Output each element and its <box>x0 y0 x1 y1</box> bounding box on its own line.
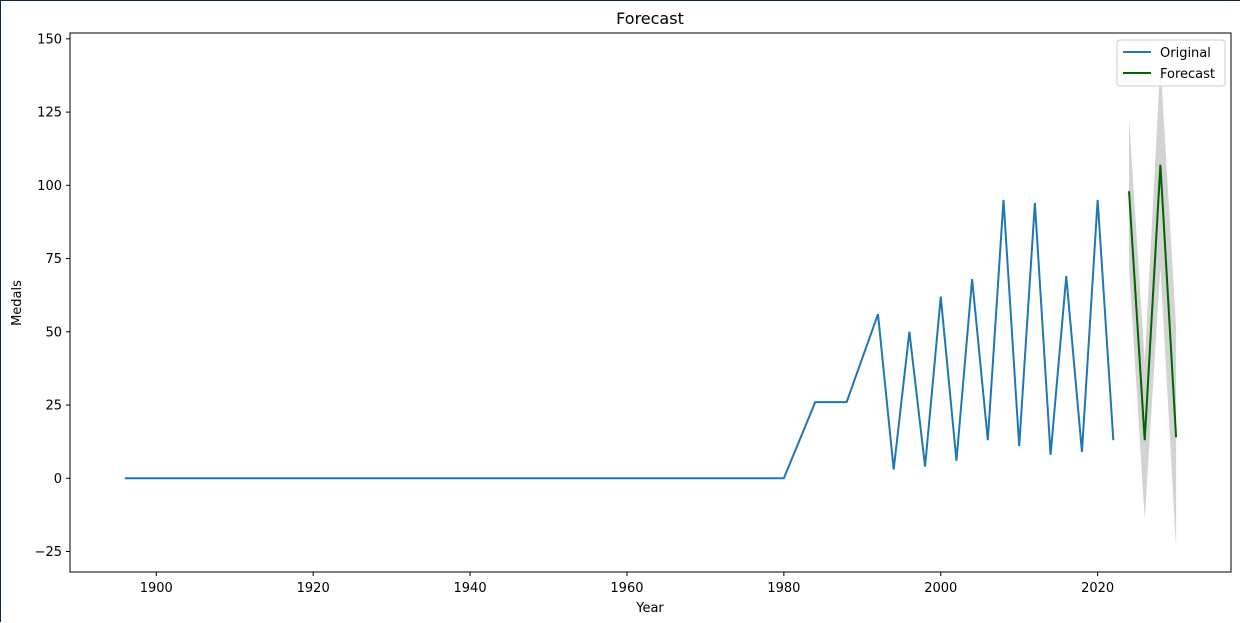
y-axis-label: Medals <box>10 280 25 326</box>
x-tick-label: 1980 <box>767 581 800 596</box>
legend-label-original: Original <box>1160 46 1211 61</box>
x-tick-label: 1920 <box>297 581 330 596</box>
y-tick-label: 25 <box>45 399 62 414</box>
series-line-forecast <box>1128 164 1178 441</box>
y-tick-label: 125 <box>37 106 62 121</box>
x-axis-label: Year <box>635 601 664 616</box>
plot-area <box>69 32 1232 573</box>
x-tick-label: 1900 <box>140 581 173 596</box>
legend-label-forecast: Forecast <box>1160 67 1215 82</box>
x-tick-label: 2020 <box>1081 581 1114 596</box>
x-tick-label: 1940 <box>454 581 487 596</box>
y-tick-label: 150 <box>37 32 62 47</box>
y-tick-label: 75 <box>45 252 62 267</box>
x-tick-label: 1960 <box>610 581 643 596</box>
y-tick-label: 100 <box>37 179 62 194</box>
chart-title: Forecast <box>616 9 684 28</box>
y-tick-label: −25 <box>35 545 62 560</box>
y-tick-label: 0 <box>54 472 62 487</box>
legend: Original Forecast <box>1116 39 1226 87</box>
series-line-original <box>124 199 1115 480</box>
y-tick-label: 50 <box>45 325 62 340</box>
x-tick-label: 2000 <box>924 581 957 596</box>
